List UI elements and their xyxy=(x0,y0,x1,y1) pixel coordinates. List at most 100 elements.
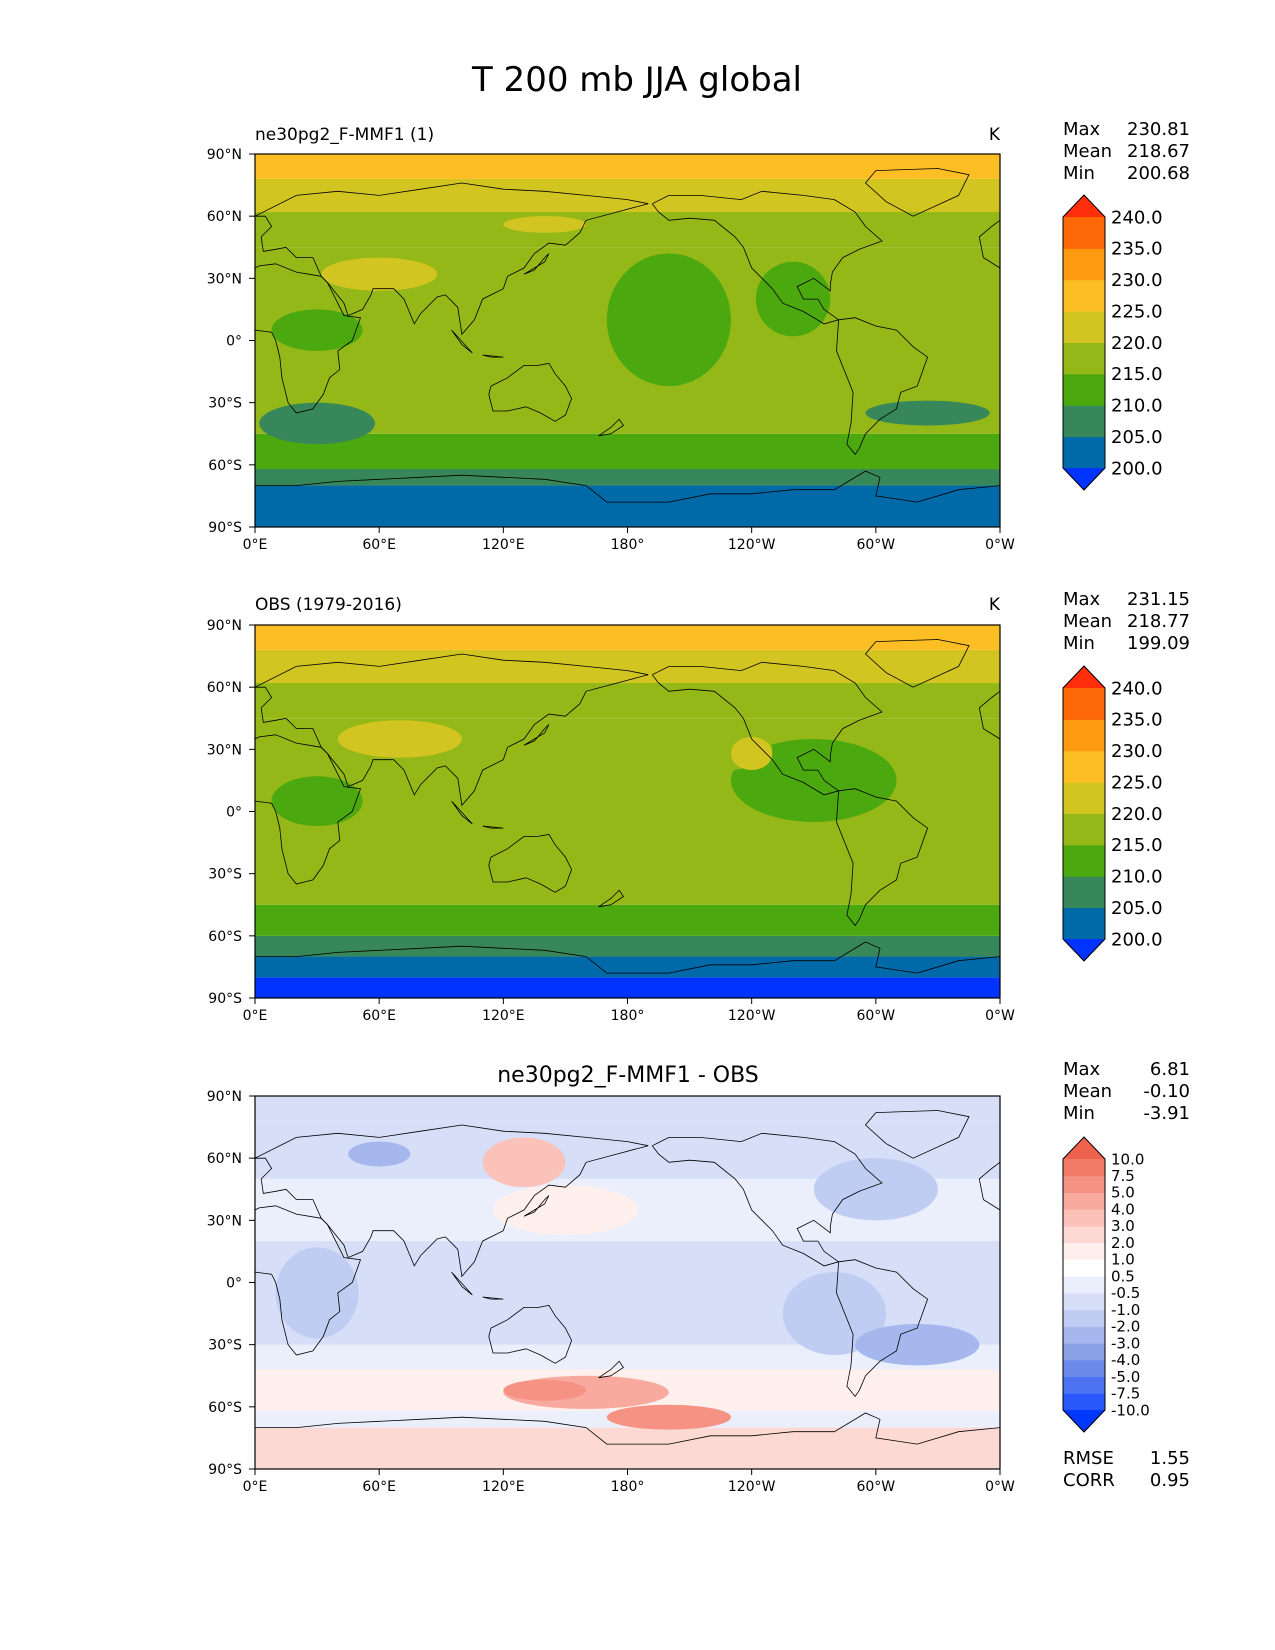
model-x-tick-label: 120°W xyxy=(728,537,776,553)
diff-coastline xyxy=(255,1205,362,1356)
diff-colorbar-label: -5.0 xyxy=(1111,1368,1140,1386)
obs-field xyxy=(255,625,1000,998)
obs-stat-mean-value: 218.77 xyxy=(1127,611,1190,632)
obs-zonal-band xyxy=(255,625,1000,650)
diff-region xyxy=(855,1323,980,1366)
obs-colorbar-label: 230.0 xyxy=(1111,741,1163,762)
obs-region xyxy=(606,724,773,775)
diff-stat-min-value: -3.91 xyxy=(1143,1103,1190,1124)
diff-stat-min-label: Min xyxy=(1063,1103,1095,1124)
diff-colorbar-bin xyxy=(1063,1292,1105,1311)
model-region xyxy=(321,257,438,291)
obs-y-tick-label: 0° xyxy=(226,805,242,821)
obs-x-tick-label: 60°W xyxy=(856,1008,895,1024)
diff-x-tick-label: 60°E xyxy=(362,1479,396,1495)
diff-coastline xyxy=(482,1296,504,1300)
obs-y-tick-label: 30°N xyxy=(207,742,242,758)
diff-colorbar-bin xyxy=(1063,1225,1105,1244)
diff-stat-max-value: 6.81 xyxy=(1150,1059,1190,1080)
diff-colorbar-bin xyxy=(1063,1393,1105,1411)
obs-colorbar-bin xyxy=(1063,813,1105,846)
model-stat-mean-label: Mean xyxy=(1063,141,1112,162)
model-colorbar-extend-max xyxy=(1063,195,1105,217)
obs-colorbar-label: 205.0 xyxy=(1111,898,1163,919)
model-coastline xyxy=(488,362,573,422)
obs-colorbar-label: 210.0 xyxy=(1111,867,1163,888)
diff-field xyxy=(255,1096,1000,1469)
diff-colorbar: -10.0-7.5-5.0-4.0-3.0-2.0-1.0-0.50.51.02… xyxy=(1062,1136,1150,1433)
diff-stat-mean-value: -0.10 xyxy=(1143,1081,1190,1102)
diff-colorbar-label: 3.0 xyxy=(1111,1217,1135,1235)
model-colorbar-label: 220.0 xyxy=(1111,333,1163,354)
model-x-tick-label: 60°W xyxy=(856,537,895,553)
model-y-tick-label: 0° xyxy=(226,334,242,350)
obs-coastline xyxy=(255,941,1000,974)
obs-x-tick-label: 0°W xyxy=(985,1008,1015,1024)
obs-colorbar-bin xyxy=(1063,782,1105,814)
obs-zonal-band xyxy=(255,649,1000,684)
model-stat-min-label: Min xyxy=(1063,163,1095,184)
obs-x-tick-label: 120°W xyxy=(728,1008,776,1024)
model-colorbar-label: 225.0 xyxy=(1111,301,1163,322)
obs-y-tick-label: 90°N xyxy=(207,618,242,634)
obs-colorbar-bin xyxy=(1063,719,1105,752)
diff-coastline xyxy=(836,1259,929,1398)
obs-y-tick-label: 60°S xyxy=(208,929,242,945)
model-region xyxy=(259,402,376,445)
model-colorbar-label: 230.0 xyxy=(1111,270,1163,291)
obs-colorbar-extend-min xyxy=(1063,939,1105,961)
model-x-tick-label: 180° xyxy=(611,537,645,553)
diff-colorbar-bin xyxy=(1063,1242,1105,1260)
model-region xyxy=(755,261,831,337)
diff-colorbar-bin xyxy=(1063,1175,1105,1193)
model-coastline xyxy=(651,190,883,325)
diff-x-tick-label: 0°E xyxy=(243,1479,268,1495)
diff-colorbar-bin xyxy=(1063,1326,1105,1344)
model-y-tick-label: 30°N xyxy=(207,271,242,287)
model-map: 0°E 60°E 120°E 180° 120°W 60°W 0°W 90°N 60°N 30°N… xyxy=(207,147,1015,553)
diff-extra-stats: RMSE 1.55 CORR 0.95 xyxy=(1063,1448,1190,1491)
diff-x-tick-label: 0°W xyxy=(985,1479,1015,1495)
diff-region xyxy=(348,1141,411,1167)
obs-panel-title: OBS (1979-2016) xyxy=(255,595,402,615)
model-x-tick-label: 0°W xyxy=(985,537,1015,553)
model-coastline xyxy=(255,263,362,414)
model-x-tick-label: 120°E xyxy=(482,537,525,553)
diff-coastline xyxy=(255,1124,649,1278)
model-colorbar: 200.0 205.0 210.0 215.0 220.0 225.0 230.0 235.0… xyxy=(1062,194,1163,491)
model-stat-mean-value: 218.67 xyxy=(1127,141,1190,162)
model-colorbar-label: 240.0 xyxy=(1111,207,1163,228)
model-region xyxy=(606,253,731,387)
diff-colorbar-label: -0.5 xyxy=(1111,1284,1140,1302)
obs-colorbar-label: 235.0 xyxy=(1111,710,1163,731)
diff-colorbar-bin xyxy=(1063,1359,1105,1378)
obs-colorbar-label: 225.0 xyxy=(1111,772,1163,793)
obs-colorbar-label: 240.0 xyxy=(1111,678,1163,699)
obs-y-tick-label: 90°S xyxy=(208,991,242,1007)
model-stat-min-value: 200.68 xyxy=(1127,163,1190,184)
obs-stats: Max 231.15 Mean 218.77 Min 199.09 xyxy=(1063,589,1190,654)
diff-region xyxy=(275,1247,359,1339)
model-zonal-band xyxy=(255,433,1000,469)
diff-panel: 0°E 60°E 120°E 180° 120°W 60°W 0°W 90°N 60°N 30°N… xyxy=(207,1059,1190,1495)
diff-coastline xyxy=(598,1360,624,1379)
obs-stat-min-value: 199.09 xyxy=(1127,633,1190,654)
diff-colorbar-label: -2.0 xyxy=(1111,1318,1140,1336)
obs-zonal-band xyxy=(255,935,1000,957)
obs-panel-units: K xyxy=(989,595,1001,615)
diff-region xyxy=(782,1272,887,1356)
obs-coastline xyxy=(651,661,883,796)
model-coastline xyxy=(255,182,649,336)
obs-region xyxy=(337,720,462,758)
model-coastline xyxy=(482,354,504,358)
obs-zonal-band xyxy=(255,904,1000,936)
diff-colorbar-bin xyxy=(1063,1309,1105,1327)
diff-y-tick-label: 30°N xyxy=(207,1213,242,1229)
obs-x-tick-label: 60°E xyxy=(362,1008,396,1024)
diff-coastline xyxy=(255,1412,1000,1445)
diff-panel-title: ne30pg2_F-MMF1 - OBS xyxy=(497,1063,759,1088)
obs-stat-mean-label: Mean xyxy=(1063,611,1112,632)
model-coastline xyxy=(523,253,550,275)
diff-zonal-band xyxy=(255,1427,1000,1469)
diff-stats: Max 6.81 Mean -0.10 Min -3.91 xyxy=(1063,1059,1190,1124)
